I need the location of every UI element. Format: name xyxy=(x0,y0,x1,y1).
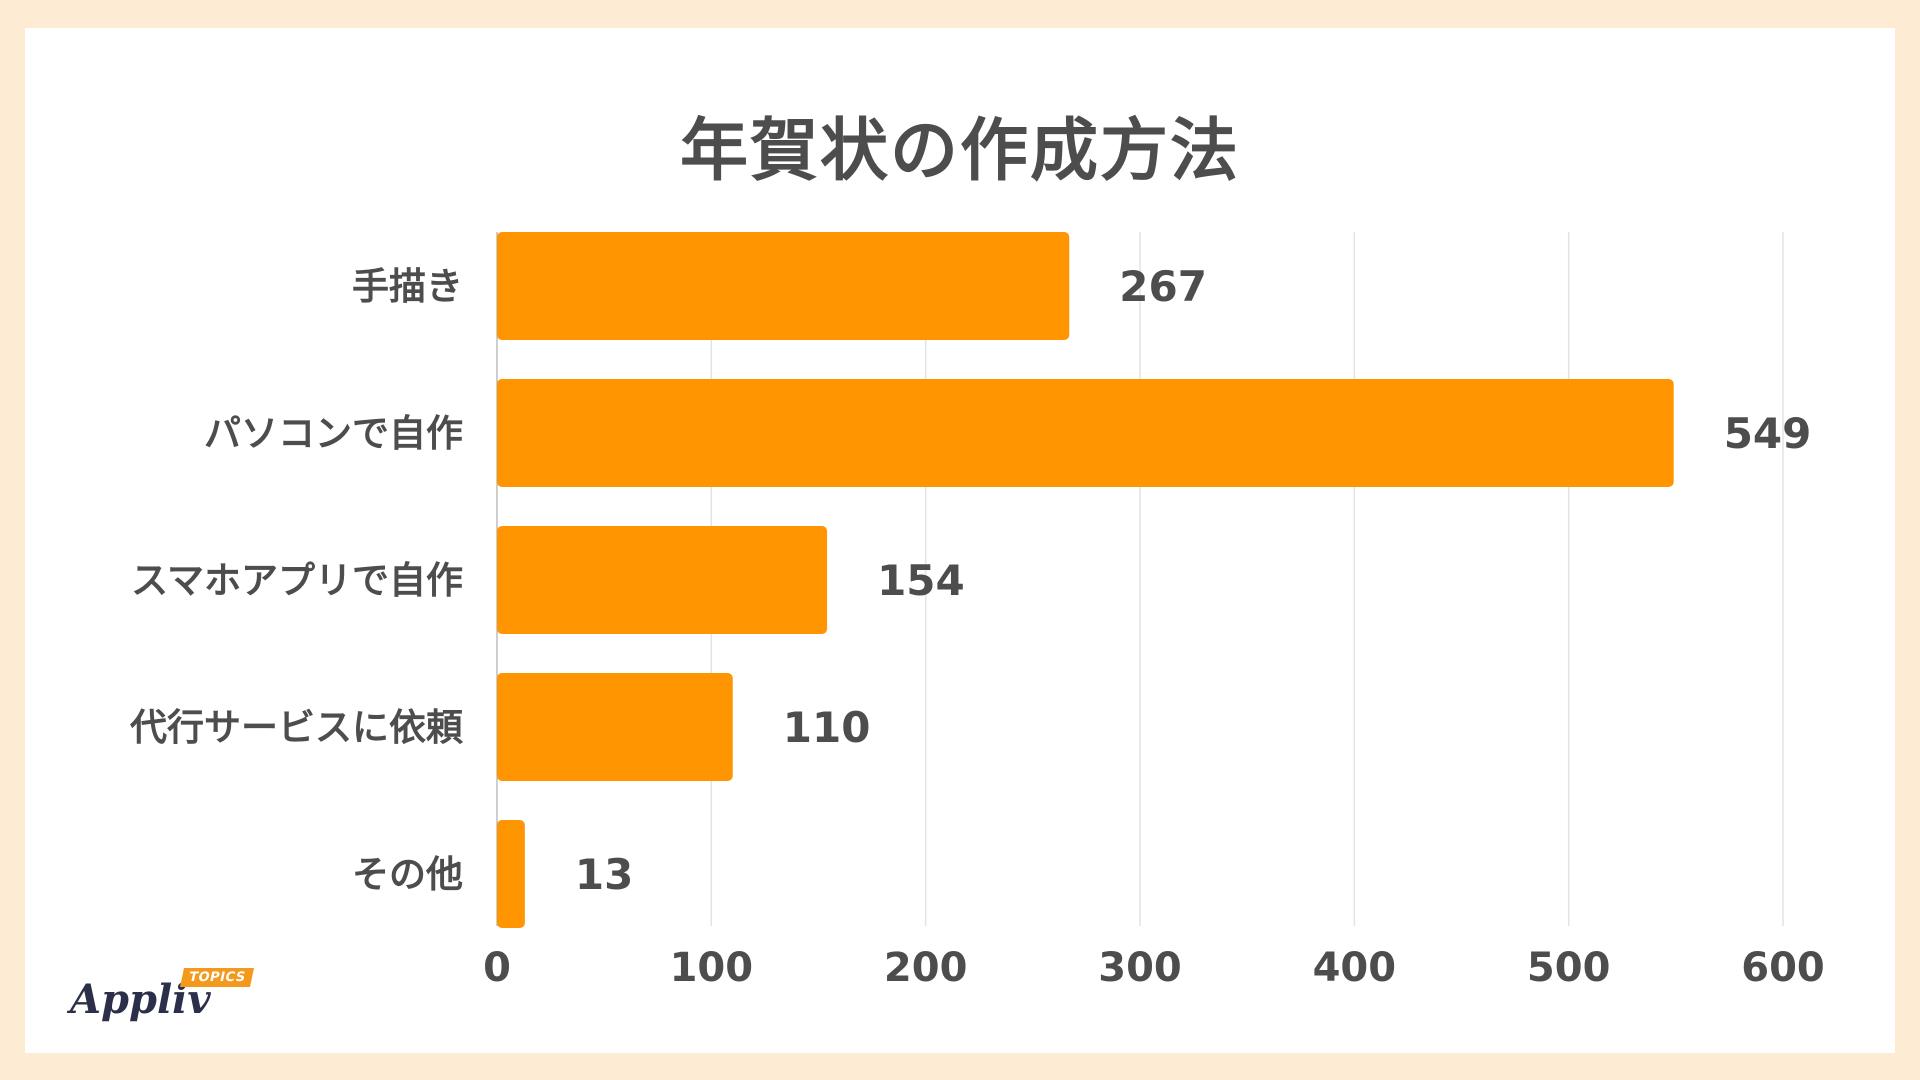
data-label: 110 xyxy=(783,703,871,752)
bar xyxy=(497,379,1674,487)
logo-badge: TOPICS xyxy=(179,968,255,987)
data-label: 549 xyxy=(1724,409,1812,458)
x-tick-label: 600 xyxy=(1741,945,1825,991)
x-tick-label: 500 xyxy=(1527,945,1611,991)
chart-card xyxy=(25,28,1895,1053)
bar xyxy=(497,673,733,781)
category-label: スマホアプリで自作 xyxy=(131,559,463,602)
x-tick-label: 0 xyxy=(483,945,511,991)
bar xyxy=(497,526,828,634)
bar xyxy=(497,232,1070,340)
data-label: 13 xyxy=(575,850,633,899)
chart-title: 年賀状の作成方法 xyxy=(679,112,1240,191)
data-label: 154 xyxy=(877,556,965,605)
appliv-topics-logo: Appliv TOPICS xyxy=(70,968,260,1034)
x-tick-label: 400 xyxy=(1313,945,1397,991)
category-label: パソコンで自作 xyxy=(204,412,463,455)
bar xyxy=(497,820,525,928)
category-label: 手描き xyxy=(352,265,463,308)
category-label: 代行サービスに依頼 xyxy=(129,706,464,749)
data-label: 267 xyxy=(1119,262,1207,311)
x-tick-label: 100 xyxy=(670,945,754,991)
x-tick-label: 200 xyxy=(884,945,968,991)
x-tick-label: 300 xyxy=(1098,945,1182,991)
category-label: その他 xyxy=(352,853,463,896)
